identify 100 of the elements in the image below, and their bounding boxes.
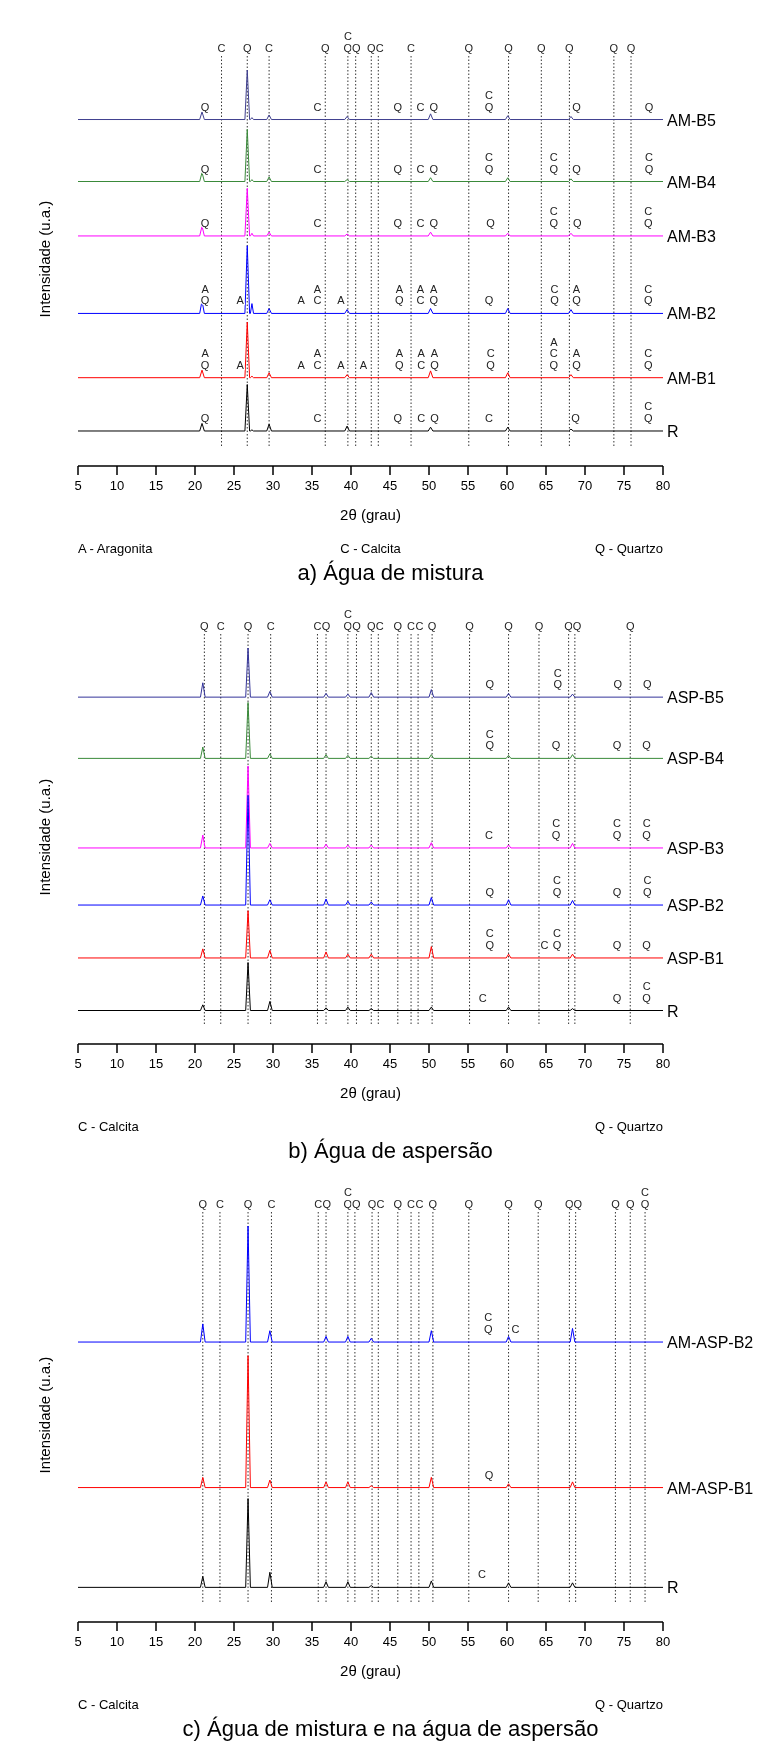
series-label: R [667, 422, 679, 440]
ref-line-label: Q [564, 620, 574, 632]
x-tick-label: 5 [74, 478, 82, 493]
y-axis-title: Intensidade (u.a.) [36, 1356, 53, 1474]
annotation: Q [393, 100, 403, 113]
annotation: A [236, 294, 245, 307]
x-tick-label: 50 [421, 1634, 437, 1649]
annotation: C Q [549, 205, 559, 229]
x-tick-label: 60 [499, 1056, 515, 1071]
ref-line-label: Q [200, 620, 210, 632]
ref-line-label: C [407, 1198, 416, 1210]
text: C - Calcita [340, 541, 402, 556]
annotation: C Q [643, 282, 653, 307]
x-tick-label: 30 [265, 1634, 281, 1649]
ref-line-label: Q [533, 1198, 543, 1210]
x-tick-label: 65 [538, 478, 554, 493]
text: Q - Quartzo [595, 1119, 663, 1134]
x-tick-label: 60 [499, 1634, 515, 1649]
x-tick-label: 70 [577, 1056, 593, 1071]
x-axis-title: 2θ (grau) [340, 1084, 401, 1101]
annotation: C [540, 938, 549, 951]
ref-line-label: Q [534, 620, 544, 632]
annotation: Q [572, 100, 582, 113]
ref-line-label: Q [428, 1198, 438, 1210]
series-label: AM-B3 [667, 227, 716, 245]
y-axis-title: Intensidade (u.a.) [36, 200, 53, 318]
x-tick-label: 15 [148, 1056, 164, 1071]
ref-line-label: Q [464, 1198, 474, 1210]
x-tick-label: 25 [226, 1056, 242, 1071]
ref-line-label: Q [393, 620, 403, 632]
ref-line-label: Q [242, 42, 252, 54]
x-tick-label: 60 [499, 478, 515, 493]
annotation: C Q [484, 150, 494, 175]
ref-line-label: C [215, 1198, 224, 1210]
annotation: C [313, 411, 322, 424]
ref-line-label: Q [611, 1198, 621, 1210]
annotation: C Q [642, 817, 652, 841]
annotation: C [478, 1568, 487, 1581]
annotation: Q [393, 411, 403, 424]
annotation: C Q [642, 979, 652, 1004]
annotation: Q [484, 1468, 494, 1481]
ref-line-label: Q [504, 620, 514, 632]
annotation: C Q [552, 927, 562, 951]
x-tick-label: 15 [148, 478, 164, 493]
ref-line-label: C [216, 620, 225, 632]
ref-line-label: C [375, 42, 384, 54]
annotation: C Q [643, 874, 653, 899]
ref-line-label: Q [465, 620, 475, 632]
series-label: ASP-B3 [667, 839, 725, 857]
annotation: Q [429, 100, 439, 113]
annotation: C Q [484, 1311, 493, 1336]
annotation: Q [612, 991, 622, 1004]
ref-line-label: C Q [640, 1186, 650, 1210]
x-tick-label: 20 [187, 1056, 203, 1071]
ref-line-label: Q [322, 1198, 332, 1210]
x-axis-title: 2θ (grau) [340, 506, 401, 523]
annotation: Q [393, 162, 403, 175]
annotation: C Q [486, 347, 496, 371]
ref-line-label: Q [367, 620, 376, 632]
annotation: Q [612, 938, 622, 951]
x-tick-label: 80 [655, 1056, 671, 1071]
ref-line-label: C Q [343, 1186, 353, 1210]
annotation: C [313, 162, 322, 175]
annotation: A Q [395, 347, 405, 371]
x-tick-label: 30 [265, 478, 281, 493]
annotation: Q [200, 216, 210, 229]
x-tick-label: 45 [382, 478, 398, 493]
annotation: C Q [553, 666, 563, 691]
ref-line-label: Q [367, 1198, 377, 1210]
annotation: A C Q [549, 335, 559, 371]
annotation: Q [484, 294, 494, 307]
ref-line-label: Q [198, 1198, 208, 1210]
annotation: A Q [200, 282, 210, 307]
ref-line-label: C [407, 42, 416, 54]
annotation: C Q [612, 817, 622, 841]
x-tick-label: 50 [421, 478, 437, 493]
x-tick-label: 75 [616, 1634, 632, 1649]
x-tick-label: 15 [148, 1634, 164, 1649]
annotation: C Q [643, 400, 653, 424]
ref-line-label: C Q [343, 30, 353, 54]
annotation: Q [485, 678, 495, 691]
annotation: C Q [485, 727, 495, 752]
annotation: Q [642, 938, 652, 951]
annotation: C [511, 1323, 520, 1336]
ref-line-label: Q [573, 1198, 583, 1210]
x-tick-label: 55 [460, 1634, 476, 1649]
annotation: Q [613, 678, 623, 691]
ref-line-label: C [314, 1198, 323, 1210]
ref-line-label: C [376, 1198, 385, 1210]
annotation: A Q [429, 282, 439, 307]
annotation: C [417, 411, 426, 424]
annotation: Q [642, 739, 652, 752]
x-tick-label: 40 [343, 478, 359, 493]
annotation: C Q [552, 874, 562, 899]
x-tick-label: 20 [187, 1634, 203, 1649]
ref-line-label: C [407, 620, 416, 632]
annotation: Q [551, 739, 561, 752]
annotation: A [297, 294, 306, 307]
x-tick-label: 10 [109, 478, 125, 493]
annotation: C [416, 100, 425, 113]
